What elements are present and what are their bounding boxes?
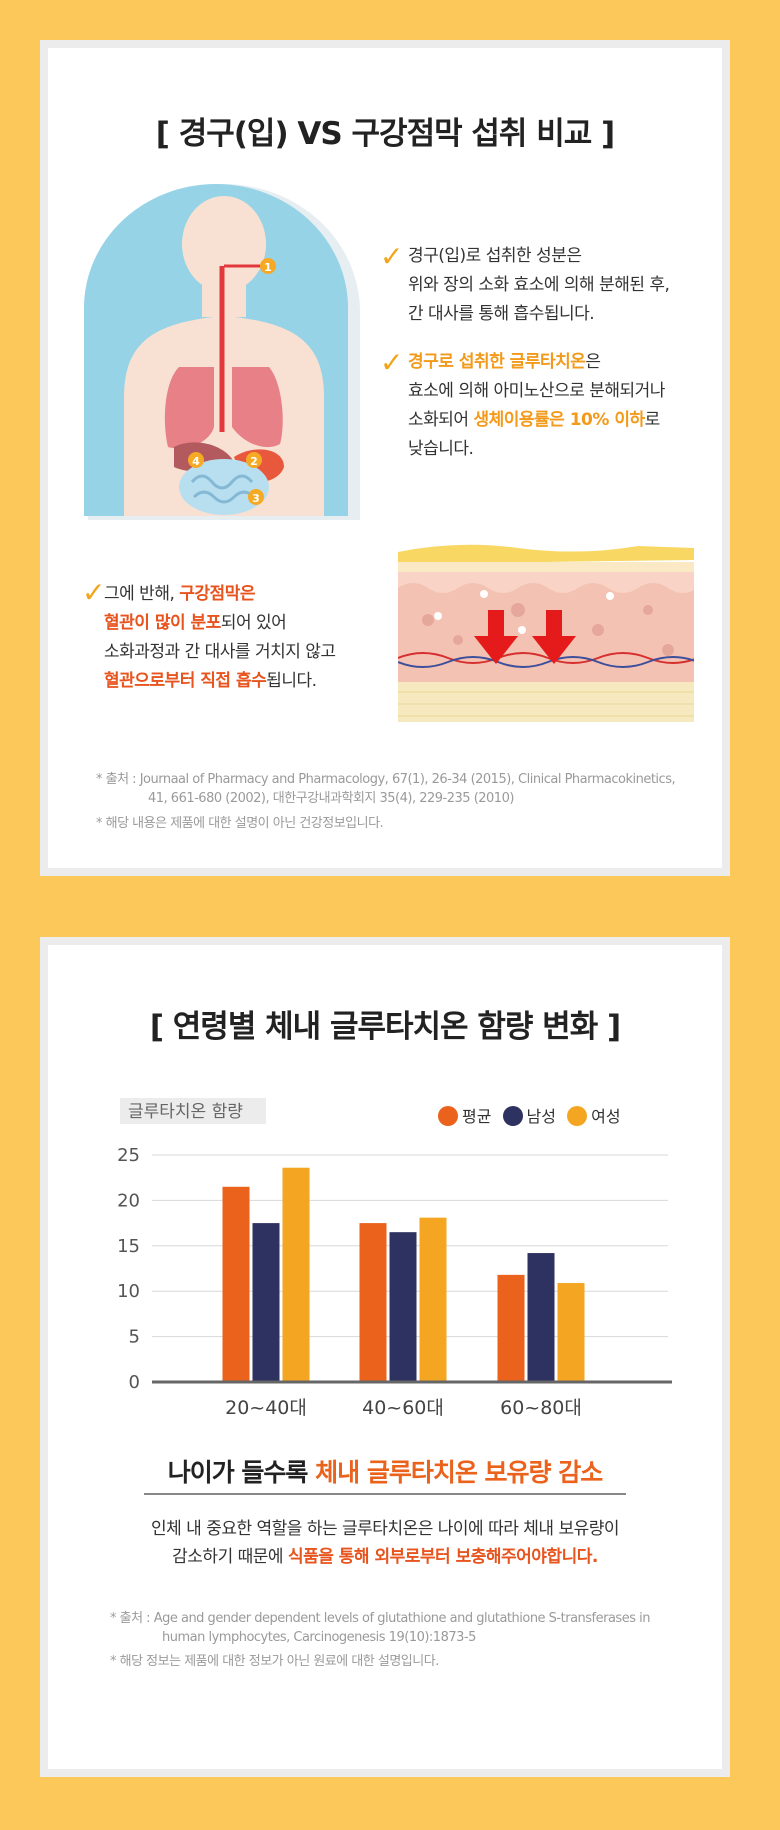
disclaimer: * 해당 정보는 제품에 대한 정보가 아닌 원료에 대한 설명입니다. [110, 1654, 439, 1669]
bar-female-1 [282, 1167, 310, 1382]
headline-underline [144, 1493, 626, 1495]
x-tick-label: 40~60대 [362, 1397, 444, 1419]
check-icon: ✓ [380, 240, 404, 273]
headline: 나이가 들수록 체내 글루타치온 보유량 감소 [167, 1458, 604, 1487]
x-tick-label: 60~80대 [500, 1397, 582, 1419]
y-tick-label: 15 [117, 1236, 140, 1257]
ylabel-box [120, 1098, 266, 1124]
source-reference: * 출처 : Age and gender dependent levels o… [110, 1611, 650, 1626]
bar-female-2 [419, 1217, 447, 1382]
bar-male-2 [389, 1232, 417, 1382]
y-tick-label: 5 [129, 1327, 140, 1348]
glutathione-bar-chart: 글루타치온 함량 0 5 10 15 20 25 20~40대 40~60대 60~80대 [117, 1098, 672, 1419]
point2-text: 경구로 섭취한 글루타치온은 효소에 의해 아미노산으로 분해되거나 소화되어 … [408, 352, 665, 459]
legend-female: 여성 [567, 1106, 621, 1126]
svg-text:4: 4 [192, 455, 200, 468]
description: 인체 내 중요한 역할을 하는 글루타치온은 나이에 따라 체내 보유량이 감소… [150, 1519, 620, 1567]
glutathione-age-card: [ 연령별 체내 글루타치온 함량 변화 ] 평균 남성 여성 글루타치온 함량… [40, 937, 730, 1777]
y-tick-label: 10 [117, 1281, 140, 1302]
bar-male-3 [527, 1253, 555, 1382]
y-tick-label: 20 [117, 1190, 140, 1211]
disclaimer: * 해당 내용은 제품에 대한 설명이 아닌 건강정보입니다. [96, 816, 384, 831]
check-icon: ✓ [82, 576, 106, 609]
point1-text: 경구(입)로 섭취한 성분은 위와 장의 소화 효소에 의해 분해된 후, 간 … [408, 246, 670, 324]
svg-text:2: 2 [250, 455, 258, 468]
oral-comparison-card: [ 경구(입) VS 구강점막 섭취 비교 ] 1 2 3 4 ✓ 경구(입)로 [40, 40, 730, 876]
legend-dot-male [502, 1106, 523, 1126]
marker-2 [246, 452, 262, 468]
y-axis-label: 글루타치온 함량 [128, 1102, 243, 1122]
legend-average: 평균 [438, 1106, 491, 1126]
section1-title: [ 경구(입) VS 구강점막 섭취 비교 ] [155, 116, 615, 152]
oral-mucosa-illustration [398, 544, 694, 722]
chart-legend: 평균 남성 여성 [438, 1103, 621, 1127]
marker-4 [188, 452, 204, 468]
bar-average-3 [497, 1274, 525, 1382]
check-icon: ✓ [380, 346, 404, 379]
y-tick-label: 0 [129, 1372, 140, 1393]
point3-text: 그에 반해, 구강점막은 혈관이 많이 분포되어 있어 소화과정과 간 대사를 … [104, 584, 336, 691]
svg-text:3: 3 [252, 492, 260, 505]
svg-text:1: 1 [264, 261, 272, 274]
bar-average-2 [359, 1223, 387, 1382]
bar-male-1 [252, 1223, 280, 1382]
digestive-system-illustration: 1 2 3 4 [84, 184, 360, 520]
bar-female-3 [557, 1283, 585, 1382]
section2-title: [ 연령별 체내 글루타치온 함량 변화 ] [149, 1009, 621, 1045]
source-reference: * 출처 : Journaal of Pharmacy and Pharmaco… [96, 772, 676, 787]
x-tick-label: 20~40대 [225, 1397, 307, 1419]
marker-1 [260, 258, 276, 274]
source-reference-cont: 41, 661-680 (2002), 대한구강내과학회지 35(4), 229… [148, 791, 514, 806]
bar-average-1 [222, 1186, 250, 1382]
legend-dot-average [438, 1106, 458, 1126]
y-tick-label: 25 [117, 1145, 140, 1166]
marker-3 [248, 489, 264, 505]
legend-male: 남성 [502, 1106, 556, 1126]
legend-dot-female [567, 1106, 588, 1126]
source-reference-cont: human lymphocytes, Carcinogenesis 19(10)… [162, 1630, 476, 1645]
